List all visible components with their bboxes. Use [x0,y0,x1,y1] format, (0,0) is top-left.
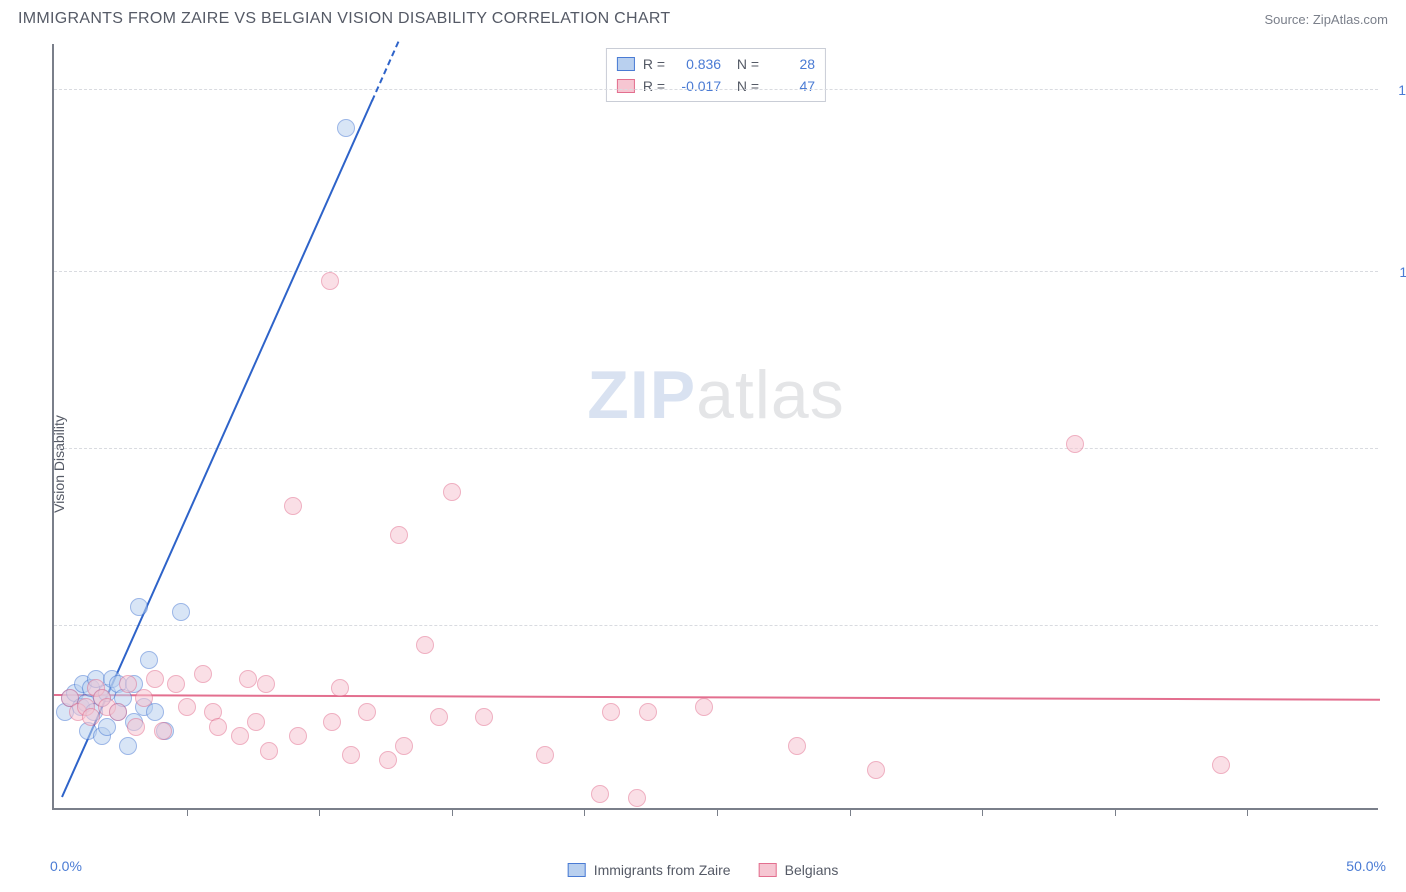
data-point [167,675,185,693]
data-point [127,718,145,736]
data-point [331,679,349,697]
y-tick-label: 11.2% [1384,264,1406,280]
chart-header: IMMIGRANTS FROM ZAIRE VS BELGIAN VISION … [0,0,1406,34]
data-point [247,713,265,731]
chart-container: Vision Disability ZIPatlas R = 0.836 N =… [0,36,1406,892]
correlation-legend: R = 0.836 N = 28 R = -0.017 N = 47 [606,48,826,102]
gridline-h [54,448,1378,449]
legend-n-value-0: 28 [767,53,815,75]
data-point [337,119,355,137]
data-point [140,651,158,669]
x-axis-min-label: 0.0% [50,858,82,874]
data-point [119,737,137,755]
legend-swatch-0 [617,57,635,71]
source-name: ZipAtlas.com [1313,12,1388,27]
data-point [321,272,339,290]
data-point [475,708,493,726]
x-tick [452,808,453,816]
data-point [358,703,376,721]
legend-n-label: N = [729,53,759,75]
data-point [536,746,554,764]
x-tick [1247,808,1248,816]
data-point [867,761,885,779]
data-point [395,737,413,755]
data-point [154,722,172,740]
data-point [284,497,302,515]
series-legend-item-1: Belgians [759,862,839,878]
data-point [172,603,190,621]
legend-r-value-0: 0.836 [673,53,721,75]
data-point [109,703,127,721]
legend-r-label: R = [643,53,665,75]
data-point [390,526,408,544]
gridline-h [54,625,1378,626]
series-swatch-0 [568,863,586,877]
data-point [119,675,137,693]
x-tick [187,808,188,816]
data-point [1212,756,1230,774]
gridline-h [54,271,1378,272]
data-point [146,703,164,721]
data-point [130,598,148,616]
watermark: ZIPatlas [587,356,844,434]
data-point [628,789,646,807]
data-point [146,670,164,688]
legend-swatch-1 [617,79,635,93]
data-point [135,689,153,707]
data-point [430,708,448,726]
data-point [443,483,461,501]
data-point [260,742,278,760]
x-tick [982,808,983,816]
data-point [209,718,227,736]
data-point [639,703,657,721]
legend-r-value-1: -0.017 [673,75,721,97]
x-tick [717,808,718,816]
data-point [695,698,713,716]
series-legend-item-0: Immigrants from Zaire [568,862,731,878]
series-label-1: Belgians [785,862,839,878]
chart-title: IMMIGRANTS FROM ZAIRE VS BELGIAN VISION … [18,10,671,28]
series-swatch-1 [759,863,777,877]
y-tick-label: 15.0% [1384,82,1406,98]
x-tick [584,808,585,816]
y-tick-label: 7.5% [1384,441,1406,457]
x-tick [319,808,320,816]
data-point [178,698,196,716]
gridline-h [54,89,1378,90]
y-tick-label: 3.8% [1384,618,1406,634]
data-point [379,751,397,769]
legend-n-label: N = [729,75,759,97]
data-point [289,727,307,745]
series-label-0: Immigrants from Zaire [594,862,731,878]
data-point [82,708,100,726]
x-axis-max-label: 50.0% [1346,858,1386,874]
x-tick [1115,808,1116,816]
legend-r-label: R = [643,75,665,97]
data-point [602,703,620,721]
data-point [194,665,212,683]
legend-row-1: R = -0.017 N = 47 [617,75,815,97]
trend-line [371,41,399,101]
x-tick [850,808,851,816]
series-legend: Immigrants from Zaire Belgians [568,862,839,878]
legend-n-value-1: 47 [767,75,815,97]
data-point [788,737,806,755]
plot-area: ZIPatlas R = 0.836 N = 28 R = -0.017 N =… [52,44,1378,810]
source-attribution: Source: ZipAtlas.com [1264,12,1388,27]
trend-line [54,694,1380,701]
data-point [239,670,257,688]
data-point [231,727,249,745]
data-point [591,785,609,803]
watermark-right: atlas [696,357,845,433]
watermark-left: ZIP [587,357,696,433]
data-point [257,675,275,693]
legend-row-0: R = 0.836 N = 28 [617,53,815,75]
source-prefix: Source: [1264,12,1312,27]
data-point [342,746,360,764]
data-point [323,713,341,731]
data-point [1066,435,1084,453]
data-point [416,636,434,654]
